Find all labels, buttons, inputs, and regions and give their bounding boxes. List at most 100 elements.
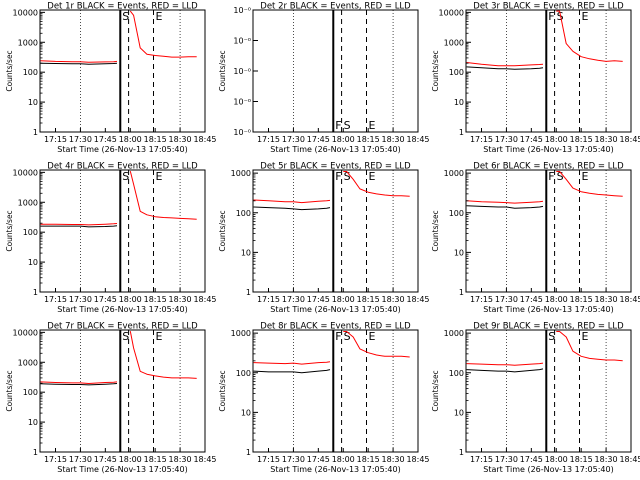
x-tick-label: 18:45 [193,295,216,304]
chart-title: Det 4r BLACK = Events, RED = LLD [47,162,198,172]
series-line-events [40,383,118,386]
x-tick-label: 17:30 [69,135,92,144]
marker-label: S [557,170,564,183]
marker-label: F [335,119,341,132]
series-line-events [40,62,118,65]
y-tick-label: 10 [454,408,464,417]
marker-label: E [369,119,376,132]
x-tick-label: 17:45 [94,455,117,464]
marker-label: S [122,330,129,343]
x-tick-label: 18:30 [382,295,405,304]
x-tick-label: 18:30 [169,295,192,304]
marker-label: E [156,330,163,343]
y-tick-label: 1000 [231,329,251,338]
marker-label: S [122,170,129,183]
x-tick-label: 17:45 [94,295,117,304]
marker-label: E [582,170,589,183]
y-tick-label: 10 [241,248,251,257]
y-tick-label: 1000 [444,329,464,338]
x-tick-label: 17:15 [44,135,67,144]
series-line-lld [343,331,410,358]
y-axis-label: Counts/sec [431,210,440,251]
x-tick-label: 18:15 [570,295,593,304]
x-tick-label: 18:15 [144,295,167,304]
x-tick-label: 18:45 [619,295,640,304]
x-tick-label: 18:00 [119,135,142,144]
y-axis-label: Counts/sec [5,50,14,91]
chart-title: Det 9r BLACK = Events, RED = LLD [473,322,624,332]
series-line-lld [556,10,623,62]
y-tick-label: 1000 [18,198,38,207]
y-tick-label: 1 [33,128,38,137]
y-tick-label: 10⁻⁰ [233,67,251,76]
plot-frame [39,329,206,453]
marker-label: F [548,10,554,23]
chart-panel-2: Det 2r BLACK = Events, RED = LLD F S E 10⁻⁰ 1… [218,2,430,155]
x-axis-label: Start Time (26-Nov-13 17:05:40) [483,145,613,154]
x-tick-label: 17:45 [520,295,543,304]
marker-label: S [122,10,129,23]
y-tick-label: 10 [454,248,464,257]
chart-title: Det 2r BLACK = Events, RED = LLD [260,2,411,12]
marker-label: E [582,10,589,23]
y-tick-label: 1000 [18,38,38,47]
x-tick-label: 18:30 [169,135,192,144]
series-line-lld [343,171,410,197]
x-tick-label: 17:45 [307,295,330,304]
x-tick-label: 18:15 [357,455,380,464]
y-tick-label: 100 [236,209,251,218]
y-axis-label: Counts/sec [5,370,14,411]
series-line-events [253,369,331,374]
plot-frame [39,9,206,133]
marker-label: S [344,330,351,343]
y-tick-label: 1 [246,288,251,297]
x-axis-label: Start Time (26-Nov-13 17:05:40) [270,305,400,314]
y-tick-label: 1000 [444,38,464,47]
x-tick-label: 17:15 [470,295,493,304]
series-line-events [466,368,544,373]
chart-title: Det 1r BLACK = Events, RED = LLD [47,2,198,12]
x-tick-label: 17:30 [495,455,518,464]
y-tick-label: 1 [459,288,464,297]
series-line-events [466,205,544,209]
chart-title: Det 6r BLACK = Events, RED = LLD [473,162,624,172]
y-tick-label: 10000 [13,168,38,177]
x-tick-label: 18:45 [619,455,640,464]
x-tick-label: 17:15 [257,295,280,304]
marker-label: F [335,170,341,183]
x-tick-label: 18:45 [406,455,429,464]
x-tick-label: 18:00 [545,295,568,304]
x-tick-label: 17:30 [282,295,305,304]
y-tick-label: 10 [28,418,38,427]
marker-label: E [156,10,163,23]
y-axis-label: Counts/sec [218,210,227,251]
series-line-lld [556,171,623,197]
x-axis-label: Start Time (26-Nov-13 17:05:40) [270,145,400,154]
y-tick-label: 1000 [444,169,464,178]
y-axis-label: Counts/sec [431,50,440,91]
x-axis-label: Start Time (26-Nov-13 17:05:40) [483,465,613,474]
series-line-lld [253,361,331,365]
series-line-events [466,66,544,70]
y-axis-label: Counts/sec [218,50,227,91]
plot-frame [252,169,419,293]
x-tick-label: 18:15 [570,135,593,144]
x-tick-label: 18:15 [144,135,167,144]
series-line-lld [129,331,197,379]
y-tick-label: 1000 [18,358,38,367]
x-tick-label: 17:15 [44,455,67,464]
series-line-lld [466,200,544,204]
chart-title: Det 5r BLACK = Events, RED = LLD [260,162,411,172]
plot-frame [39,169,206,293]
y-axis-label: Counts/sec [218,370,227,411]
plot-frame [465,169,632,293]
x-tick-label: 17:30 [282,135,305,144]
x-tick-label: 18:00 [545,455,568,464]
y-tick-label: 10 [241,408,251,417]
x-tick-label: 17:30 [282,455,305,464]
